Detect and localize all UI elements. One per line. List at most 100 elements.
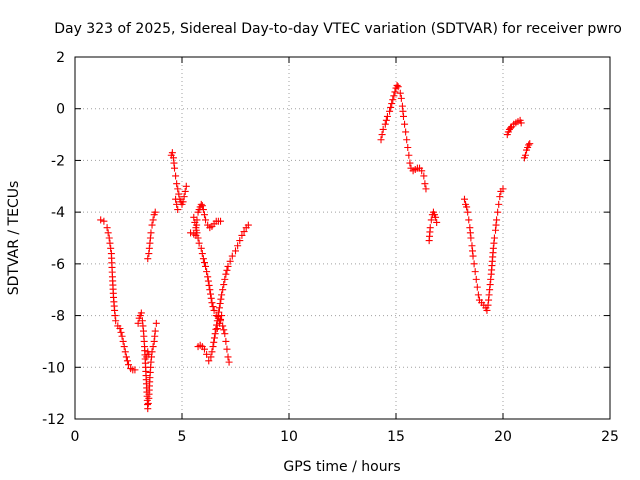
data-point bbox=[420, 172, 428, 180]
data-point bbox=[193, 229, 201, 237]
x-tick-label: 15 bbox=[387, 429, 405, 445]
data-point bbox=[526, 140, 534, 148]
data-point bbox=[202, 262, 210, 270]
x-tick-label: 0 bbox=[71, 429, 80, 445]
data-point bbox=[225, 358, 233, 366]
data-point bbox=[180, 193, 188, 201]
data-point bbox=[469, 252, 477, 260]
data-point bbox=[234, 242, 242, 250]
x-axis-label: GPS time / hours bbox=[283, 459, 400, 475]
data-point bbox=[173, 200, 181, 208]
data-point bbox=[218, 291, 226, 299]
data-point bbox=[200, 211, 208, 219]
data-point bbox=[145, 350, 153, 358]
data-point bbox=[238, 231, 246, 239]
data-point bbox=[222, 270, 230, 278]
data-point bbox=[152, 319, 160, 327]
data-point bbox=[222, 337, 230, 345]
data-point bbox=[198, 250, 206, 258]
x-tick-label: 25 bbox=[601, 429, 619, 445]
data-point bbox=[194, 234, 202, 242]
data-point bbox=[137, 309, 145, 317]
data-point bbox=[211, 330, 219, 338]
data-point bbox=[97, 216, 105, 224]
data-point bbox=[397, 94, 405, 102]
data-point bbox=[521, 151, 529, 159]
data-point bbox=[198, 202, 206, 210]
data-point bbox=[212, 325, 220, 333]
y-tick-label: -12 bbox=[42, 412, 65, 428]
x-tick-label: 5 bbox=[178, 429, 187, 445]
data-point bbox=[210, 338, 218, 346]
data-point bbox=[218, 312, 226, 320]
data-point bbox=[172, 195, 180, 203]
data-point bbox=[205, 357, 213, 365]
data-point bbox=[131, 366, 139, 374]
data-point bbox=[174, 206, 182, 214]
data-point bbox=[464, 208, 472, 216]
data-point bbox=[496, 193, 504, 201]
data-point bbox=[181, 187, 189, 195]
y-tick-label: -4 bbox=[51, 205, 65, 221]
data-point bbox=[105, 234, 113, 242]
data-point bbox=[112, 317, 120, 325]
data-point bbox=[401, 120, 409, 128]
data-point bbox=[174, 185, 182, 193]
data-point bbox=[217, 217, 225, 225]
data-point bbox=[399, 112, 407, 120]
data-point bbox=[465, 216, 473, 224]
x-tick-label: 10 bbox=[280, 429, 298, 445]
data-point bbox=[103, 224, 111, 232]
data-point bbox=[197, 244, 205, 252]
data-point bbox=[207, 353, 215, 361]
data-point bbox=[517, 119, 525, 127]
y-tick-label: -8 bbox=[51, 309, 65, 325]
data-point bbox=[467, 234, 475, 242]
data-point bbox=[405, 151, 413, 159]
data-point bbox=[221, 275, 229, 283]
data-point bbox=[125, 361, 132, 369]
data-point bbox=[220, 326, 228, 334]
data-point bbox=[471, 268, 479, 276]
data-point bbox=[207, 290, 215, 298]
data-point bbox=[393, 81, 401, 89]
data-point bbox=[433, 218, 441, 226]
data-point bbox=[200, 345, 208, 353]
data-point bbox=[209, 343, 217, 351]
x-tick-labels: 0 5 10 15 20 25 bbox=[71, 429, 619, 445]
data-point bbox=[474, 291, 482, 299]
data-point bbox=[151, 208, 159, 216]
data-point bbox=[208, 348, 216, 356]
data-point bbox=[406, 159, 414, 167]
data-point bbox=[149, 343, 157, 351]
y-tick-label: 0 bbox=[56, 102, 65, 118]
data-point bbox=[205, 281, 213, 289]
data-point bbox=[472, 275, 480, 283]
data-point bbox=[463, 203, 471, 211]
data-point bbox=[427, 216, 435, 224]
data-point bbox=[525, 141, 533, 149]
data-point bbox=[147, 229, 155, 237]
data-point bbox=[473, 283, 481, 291]
plot-frame bbox=[74, 56, 611, 420]
y-tick-labels: -12 -10 -8 -6 -4 -2 0 2 bbox=[42, 50, 65, 428]
data-point bbox=[199, 206, 207, 214]
y-tick-label: 2 bbox=[56, 50, 65, 66]
data-point bbox=[377, 136, 385, 144]
grid bbox=[75, 57, 610, 419]
data-point bbox=[116, 325, 124, 332]
data-point bbox=[171, 164, 179, 172]
y-tick-label: -6 bbox=[51, 257, 65, 273]
data-point bbox=[121, 348, 129, 356]
data-point bbox=[223, 345, 231, 353]
data-point bbox=[232, 247, 239, 255]
data-point bbox=[426, 224, 434, 232]
data-point bbox=[199, 255, 207, 263]
data-point bbox=[422, 185, 430, 193]
data-point bbox=[236, 237, 244, 245]
data-point bbox=[210, 306, 218, 314]
data-point bbox=[244, 221, 252, 229]
data-point bbox=[100, 217, 108, 225]
data-point bbox=[118, 332, 126, 340]
data-point bbox=[200, 259, 208, 267]
